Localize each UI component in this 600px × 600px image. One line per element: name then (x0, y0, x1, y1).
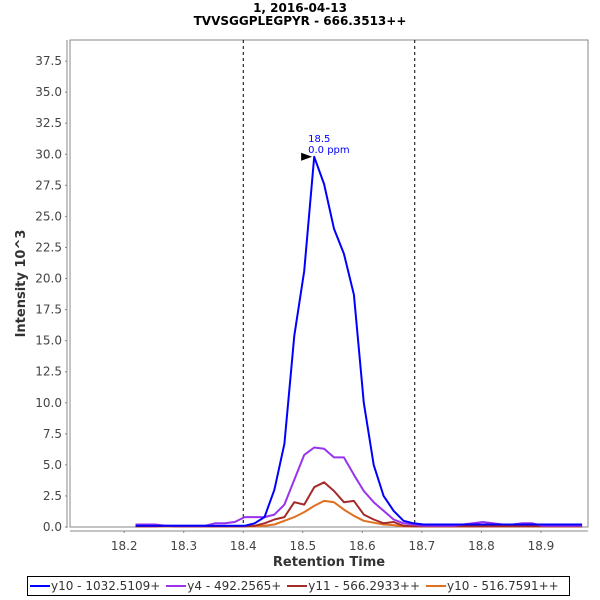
legend-label: y4 - 492.2565+ (187, 579, 282, 593)
y-tick-label: 5.0 (43, 458, 62, 472)
y-tick-label: 22.5 (35, 240, 62, 254)
peak-rt-label: 18.5 (308, 134, 330, 145)
x-tick-label: 18.5 (289, 539, 316, 553)
x-axis-label: Retention Time (273, 555, 385, 570)
peak-marker-arrow (301, 152, 313, 161)
legend-swatch (166, 585, 187, 587)
x-tick-label: 18.8 (468, 539, 495, 553)
x-tick-label: 18.2 (111, 539, 138, 553)
legend-label: y10 - 516.7591++ (447, 579, 559, 593)
chart-title: 1, 2016-04-13 (253, 1, 347, 15)
y-tick-label: 30.0 (35, 147, 62, 161)
x-tick-label: 18.4 (230, 539, 257, 553)
y-tick-label: 37.5 (35, 54, 62, 68)
legend: y10 - 1032.5109+ y4 - 492.2565+ y11 - 566.… (27, 576, 570, 596)
legend-item: y4 - 492.2565+ (166, 579, 281, 593)
y-axis-label: Intensity 10^3 (14, 230, 29, 338)
legend-swatch (287, 585, 308, 587)
y-tick-label: 27.5 (35, 178, 62, 192)
chart-subtitle: TVVSGGPLEGPYR - 666.3513++ (193, 14, 407, 28)
series-line (135, 155, 583, 527)
legend-item: y11 - 566.2933++ (287, 579, 420, 593)
legend-label: y10 - 1032.5109+ (51, 579, 161, 593)
x-tick-label: 18.7 (409, 539, 436, 553)
y-tick-label: 0.0 (43, 520, 62, 534)
y-tick-label: 10.0 (35, 396, 62, 410)
legend-label: y11 - 566.2933++ (308, 579, 420, 593)
y-tick-label: 17.5 (35, 303, 62, 317)
legend-item: y10 - 516.7591++ (426, 579, 559, 593)
y-tick-label: 20.0 (35, 272, 62, 286)
y-tick-label: 32.5 (35, 116, 62, 130)
plot-area (69, 39, 589, 528)
legend-swatch (30, 585, 50, 587)
legend-item: y10 - 1032.5109+ (30, 579, 160, 593)
x-tick-label: 18.9 (528, 539, 555, 553)
y-tick-label: 2.5 (43, 489, 62, 503)
peak-ppm-label: 0.0 ppm (308, 145, 350, 156)
legend-swatch (426, 585, 446, 587)
y-tick-label: 15.0 (35, 334, 62, 348)
x-tick-label: 18.6 (349, 539, 376, 553)
y-tick-label: 12.5 (35, 365, 62, 379)
y-tick-label: 25.0 (35, 209, 62, 223)
x-tick-label: 18.3 (170, 539, 197, 553)
y-tick-label: 7.5 (43, 427, 62, 441)
y-tick-label: 35.0 (35, 85, 62, 99)
